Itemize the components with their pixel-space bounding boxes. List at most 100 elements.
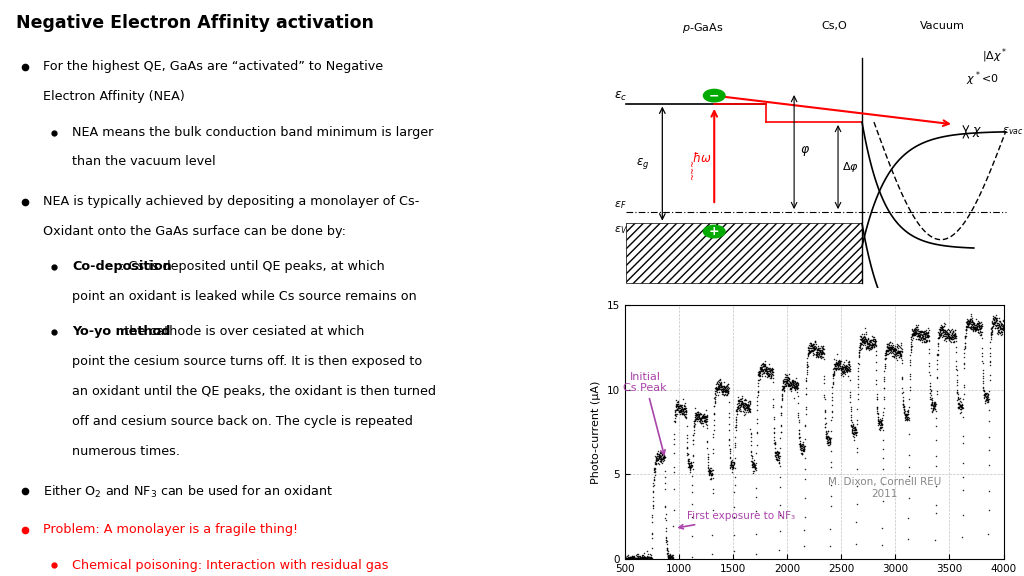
Point bbox=[647, 453, 664, 463]
Point bbox=[894, 344, 910, 353]
Point bbox=[841, 361, 857, 370]
Point bbox=[675, 404, 691, 413]
Point bbox=[700, 463, 717, 472]
Point bbox=[806, 344, 822, 353]
Point bbox=[865, 342, 882, 351]
Point bbox=[659, 547, 676, 556]
Point bbox=[854, 332, 870, 342]
Point bbox=[978, 395, 994, 404]
Point bbox=[991, 328, 1008, 337]
Point bbox=[691, 413, 708, 422]
Point bbox=[652, 450, 669, 460]
Point bbox=[649, 449, 666, 458]
Point bbox=[823, 427, 840, 436]
Point bbox=[702, 464, 719, 473]
Point bbox=[667, 408, 683, 417]
Point bbox=[676, 400, 692, 409]
Point bbox=[840, 365, 856, 374]
Point bbox=[958, 325, 975, 334]
Point bbox=[676, 403, 692, 412]
Point bbox=[899, 410, 915, 419]
Point bbox=[788, 378, 805, 388]
Point bbox=[826, 361, 843, 370]
Point bbox=[993, 319, 1010, 328]
Point bbox=[881, 346, 897, 355]
Point bbox=[672, 404, 688, 413]
Point bbox=[726, 530, 742, 540]
Text: point the cesium source turns off. It is then exposed to: point the cesium source turns off. It is… bbox=[72, 355, 422, 368]
Point bbox=[683, 460, 699, 469]
Point bbox=[707, 393, 723, 402]
Point bbox=[976, 390, 992, 399]
Point bbox=[819, 436, 836, 445]
Point bbox=[681, 463, 697, 472]
Point bbox=[633, 554, 649, 563]
Point bbox=[923, 400, 939, 409]
Point bbox=[938, 329, 954, 339]
Point bbox=[822, 491, 839, 500]
Point bbox=[923, 395, 939, 404]
Point bbox=[741, 399, 758, 408]
Point bbox=[963, 323, 979, 332]
Point bbox=[962, 319, 978, 328]
Point bbox=[623, 552, 639, 561]
Point bbox=[773, 402, 790, 411]
Point bbox=[887, 344, 903, 353]
Point bbox=[818, 432, 835, 441]
Point bbox=[919, 336, 935, 345]
Point bbox=[916, 329, 933, 339]
Point bbox=[751, 370, 767, 380]
Point bbox=[817, 418, 834, 427]
Point bbox=[625, 554, 641, 563]
Point bbox=[981, 446, 997, 455]
Point bbox=[985, 322, 1001, 331]
Point bbox=[776, 382, 793, 391]
Point bbox=[979, 397, 995, 407]
Point bbox=[743, 450, 760, 460]
Point bbox=[654, 450, 671, 459]
Point bbox=[864, 340, 881, 350]
Point bbox=[964, 323, 980, 332]
Point bbox=[966, 324, 982, 334]
Point bbox=[869, 416, 886, 425]
Point bbox=[734, 402, 751, 411]
Point bbox=[898, 410, 914, 419]
Point bbox=[871, 417, 888, 426]
Point bbox=[956, 342, 973, 351]
Point bbox=[887, 342, 903, 351]
Point bbox=[837, 367, 853, 377]
Point bbox=[756, 362, 772, 371]
Point bbox=[803, 345, 819, 354]
Point bbox=[738, 400, 755, 410]
Point bbox=[906, 325, 923, 335]
Point bbox=[798, 373, 814, 382]
Point bbox=[948, 375, 965, 384]
Point bbox=[772, 452, 788, 461]
Point bbox=[979, 392, 995, 401]
Point bbox=[983, 326, 999, 335]
Point bbox=[763, 372, 779, 381]
Point bbox=[658, 537, 675, 547]
Point bbox=[687, 410, 703, 419]
Point bbox=[734, 397, 751, 407]
Point bbox=[903, 332, 920, 342]
Point bbox=[745, 458, 762, 467]
Point bbox=[647, 460, 664, 469]
Point bbox=[773, 408, 790, 418]
Point bbox=[983, 327, 999, 336]
Point bbox=[628, 554, 644, 563]
Point bbox=[738, 401, 755, 410]
Point bbox=[782, 384, 799, 393]
Point bbox=[699, 444, 716, 453]
Point bbox=[911, 332, 928, 341]
Point bbox=[909, 325, 926, 335]
Point bbox=[645, 492, 662, 502]
Point bbox=[845, 430, 861, 439]
Point bbox=[991, 320, 1008, 329]
Point bbox=[909, 325, 926, 334]
Point bbox=[821, 432, 838, 441]
Point bbox=[812, 353, 828, 362]
Point bbox=[839, 365, 855, 374]
Point bbox=[804, 342, 820, 351]
Point bbox=[821, 436, 838, 445]
